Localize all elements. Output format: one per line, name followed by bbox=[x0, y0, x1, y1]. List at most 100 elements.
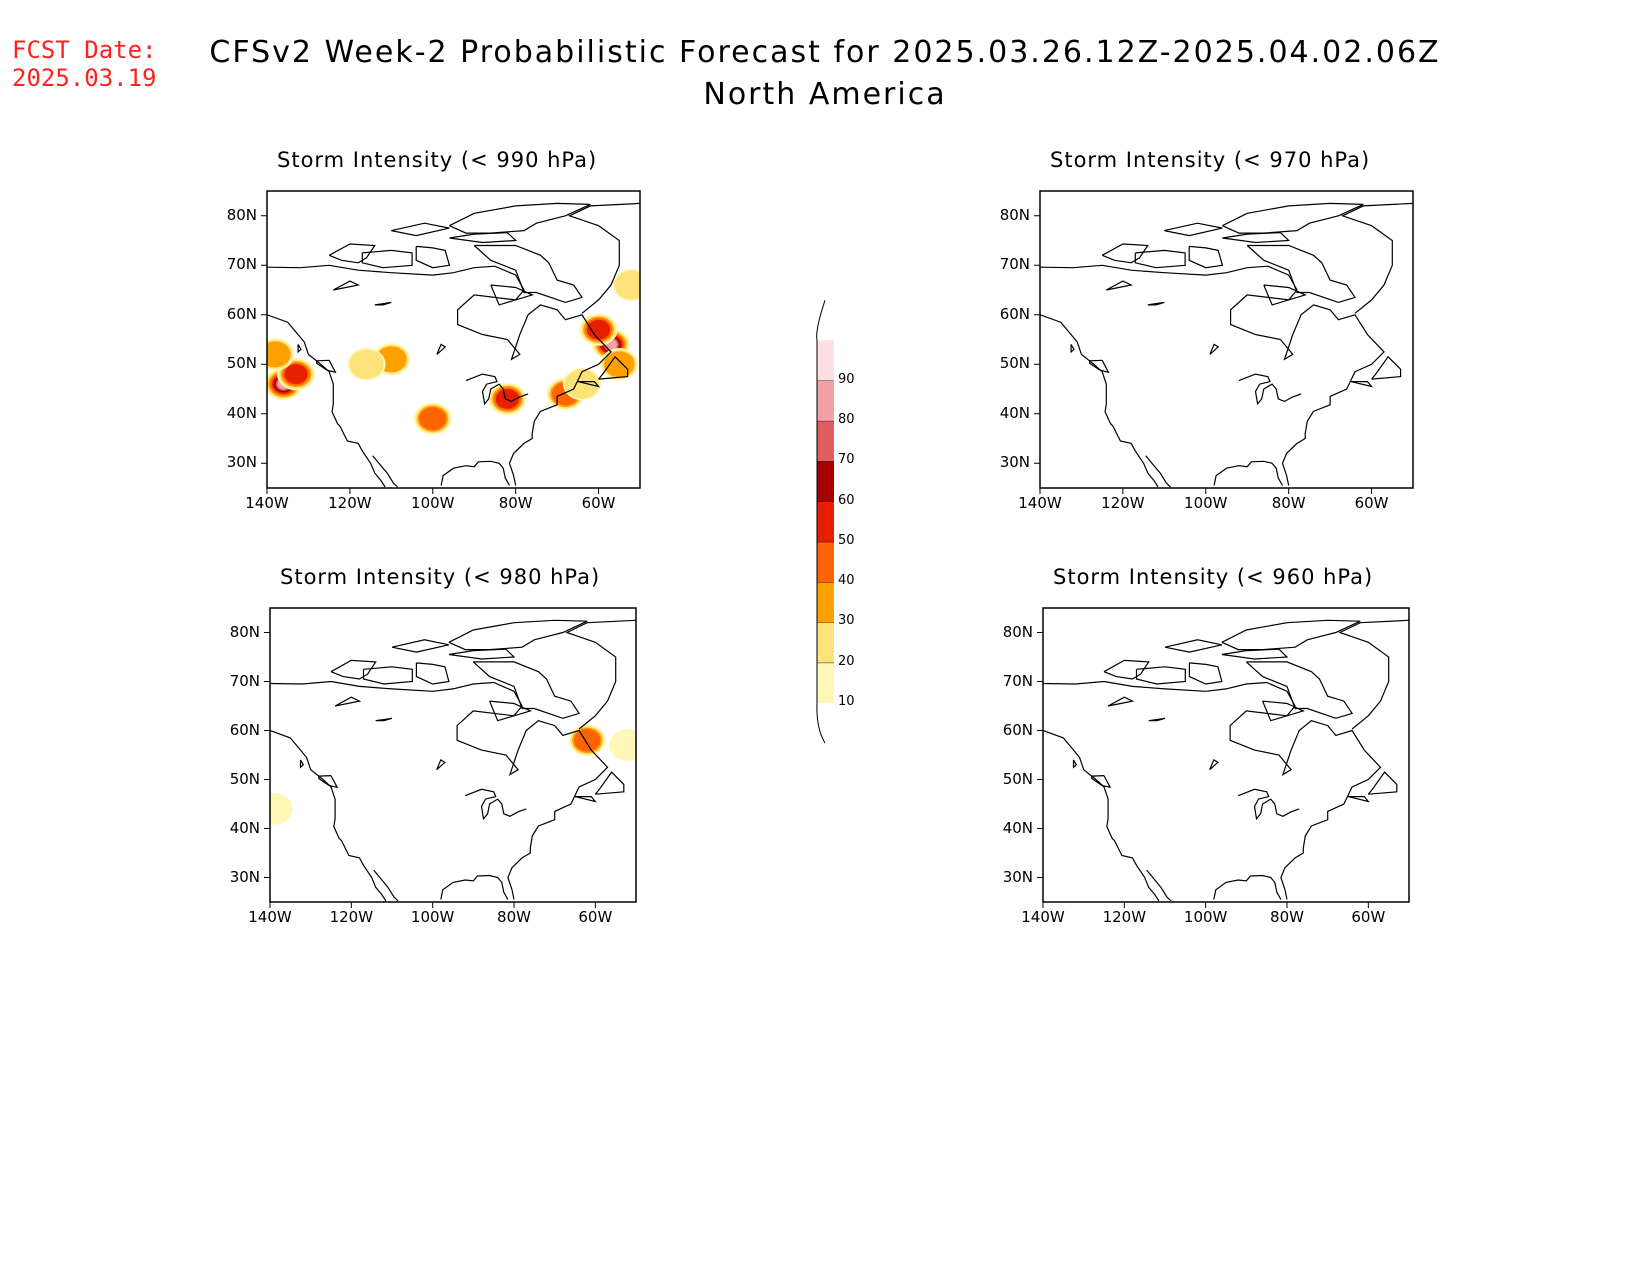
forecast-date-block: FCST Date: 2025.03.19 bbox=[12, 36, 157, 92]
coastline bbox=[1072, 759, 1078, 769]
coastline bbox=[1040, 314, 1159, 488]
colorbar-label: 80 bbox=[838, 411, 855, 427]
coastline bbox=[1340, 202, 1413, 314]
colorbar-label: 70 bbox=[838, 452, 855, 468]
panel-title: Storm Intensity (< 960 hPa) bbox=[1053, 565, 1374, 589]
colorbar-label: 90 bbox=[838, 371, 855, 387]
coastline bbox=[1106, 280, 1134, 291]
lat-label: 80N bbox=[226, 205, 257, 224]
coastline bbox=[1188, 245, 1224, 269]
colorbar-swatch bbox=[817, 622, 834, 663]
lat-label: 50N bbox=[999, 354, 1030, 373]
lat-label: 50N bbox=[1002, 769, 1033, 788]
lon-label: 140W bbox=[1018, 494, 1062, 512]
lat-label: 30N bbox=[229, 867, 260, 886]
coastline bbox=[1089, 359, 1110, 374]
colorbar-swatch bbox=[817, 541, 834, 583]
lat-label: 50N bbox=[229, 769, 260, 788]
coastline bbox=[489, 700, 533, 722]
coastline bbox=[328, 243, 376, 264]
coastline bbox=[1347, 795, 1370, 803]
lon-label: 80W bbox=[1270, 908, 1304, 926]
coastline bbox=[1188, 662, 1223, 685]
coastline bbox=[436, 759, 446, 771]
coastline bbox=[473, 244, 583, 304]
coastline bbox=[1237, 788, 1300, 821]
lon-label: 80W bbox=[498, 494, 533, 512]
coastline bbox=[375, 717, 393, 722]
lat-label: 70N bbox=[229, 671, 260, 690]
colorbar-swatch bbox=[817, 380, 834, 421]
coastline bbox=[1209, 759, 1219, 771]
coastline bbox=[1338, 619, 1409, 730]
colorbar-label: 40 bbox=[838, 573, 855, 589]
coastline bbox=[1164, 639, 1223, 653]
lon-label: 100W bbox=[1183, 908, 1228, 926]
coastline bbox=[1221, 648, 1289, 660]
coastline bbox=[391, 222, 450, 237]
coastline bbox=[1147, 301, 1165, 306]
coastline bbox=[374, 301, 392, 306]
colorbar-swatch bbox=[817, 340, 834, 381]
lat-label: 30N bbox=[226, 453, 257, 472]
coastline bbox=[1209, 343, 1220, 355]
coastline bbox=[1101, 243, 1149, 264]
lat-label: 60N bbox=[229, 720, 260, 739]
colorbar-label: 60 bbox=[838, 492, 855, 508]
coastline bbox=[436, 343, 447, 355]
coastline bbox=[1040, 264, 1385, 486]
coastline bbox=[1135, 666, 1186, 685]
coastline bbox=[1245, 661, 1354, 719]
lon-label: 80W bbox=[497, 908, 531, 926]
coastline bbox=[297, 344, 302, 354]
title-line-1: CFSv2 Week-2 Probabilistic Forecast for … bbox=[209, 35, 1441, 70]
colorbar-swatch bbox=[817, 582, 834, 623]
coastline bbox=[1107, 696, 1135, 707]
coastline bbox=[1148, 717, 1166, 722]
coastline bbox=[1238, 373, 1302, 406]
panel-title: Storm Intensity (< 980 hPa) bbox=[280, 565, 601, 589]
coastline bbox=[567, 202, 640, 314]
map-frame bbox=[1039, 190, 1414, 489]
lat-label: 60N bbox=[999, 304, 1030, 323]
probability-contour bbox=[349, 349, 384, 379]
coastline bbox=[361, 249, 413, 269]
coastline bbox=[1043, 729, 1160, 902]
coastline bbox=[448, 648, 516, 660]
lat-label: 30N bbox=[999, 453, 1030, 472]
coastline bbox=[472, 661, 581, 719]
title-line-2: North America bbox=[703, 77, 947, 112]
lat-label: 30N bbox=[1002, 867, 1033, 886]
lon-label: 120W bbox=[328, 494, 372, 512]
lat-label: 80N bbox=[999, 205, 1030, 224]
probability-contour bbox=[284, 364, 308, 385]
coastline bbox=[267, 264, 612, 486]
colorbar-label: 10 bbox=[838, 694, 855, 709]
coastline bbox=[1164, 222, 1223, 237]
coastline bbox=[372, 455, 398, 488]
panel-title: Storm Intensity (< 990 hPa) bbox=[277, 148, 598, 172]
lon-label: 100W bbox=[1184, 494, 1228, 512]
coastline bbox=[270, 680, 609, 900]
coastline bbox=[1222, 231, 1291, 244]
coastline bbox=[448, 619, 588, 651]
coastline bbox=[1262, 700, 1306, 722]
coastline bbox=[440, 460, 511, 486]
coastline bbox=[267, 314, 386, 488]
probability-contour bbox=[270, 793, 293, 825]
lat-label: 40N bbox=[229, 818, 260, 837]
colorbar-swatch bbox=[817, 461, 834, 502]
lon-label: 80W bbox=[1271, 494, 1306, 512]
coastline bbox=[1043, 680, 1382, 900]
lon-label: 100W bbox=[411, 494, 455, 512]
lat-label: 80N bbox=[229, 622, 260, 641]
lon-label: 140W bbox=[1021, 908, 1065, 926]
probability-contour bbox=[609, 729, 636, 762]
forecast-date-value: 2025.03.19 bbox=[12, 64, 157, 92]
coastline bbox=[598, 355, 629, 380]
lat-label: 60N bbox=[1002, 720, 1033, 739]
probability-contour bbox=[573, 729, 601, 752]
coastline bbox=[1145, 455, 1171, 488]
